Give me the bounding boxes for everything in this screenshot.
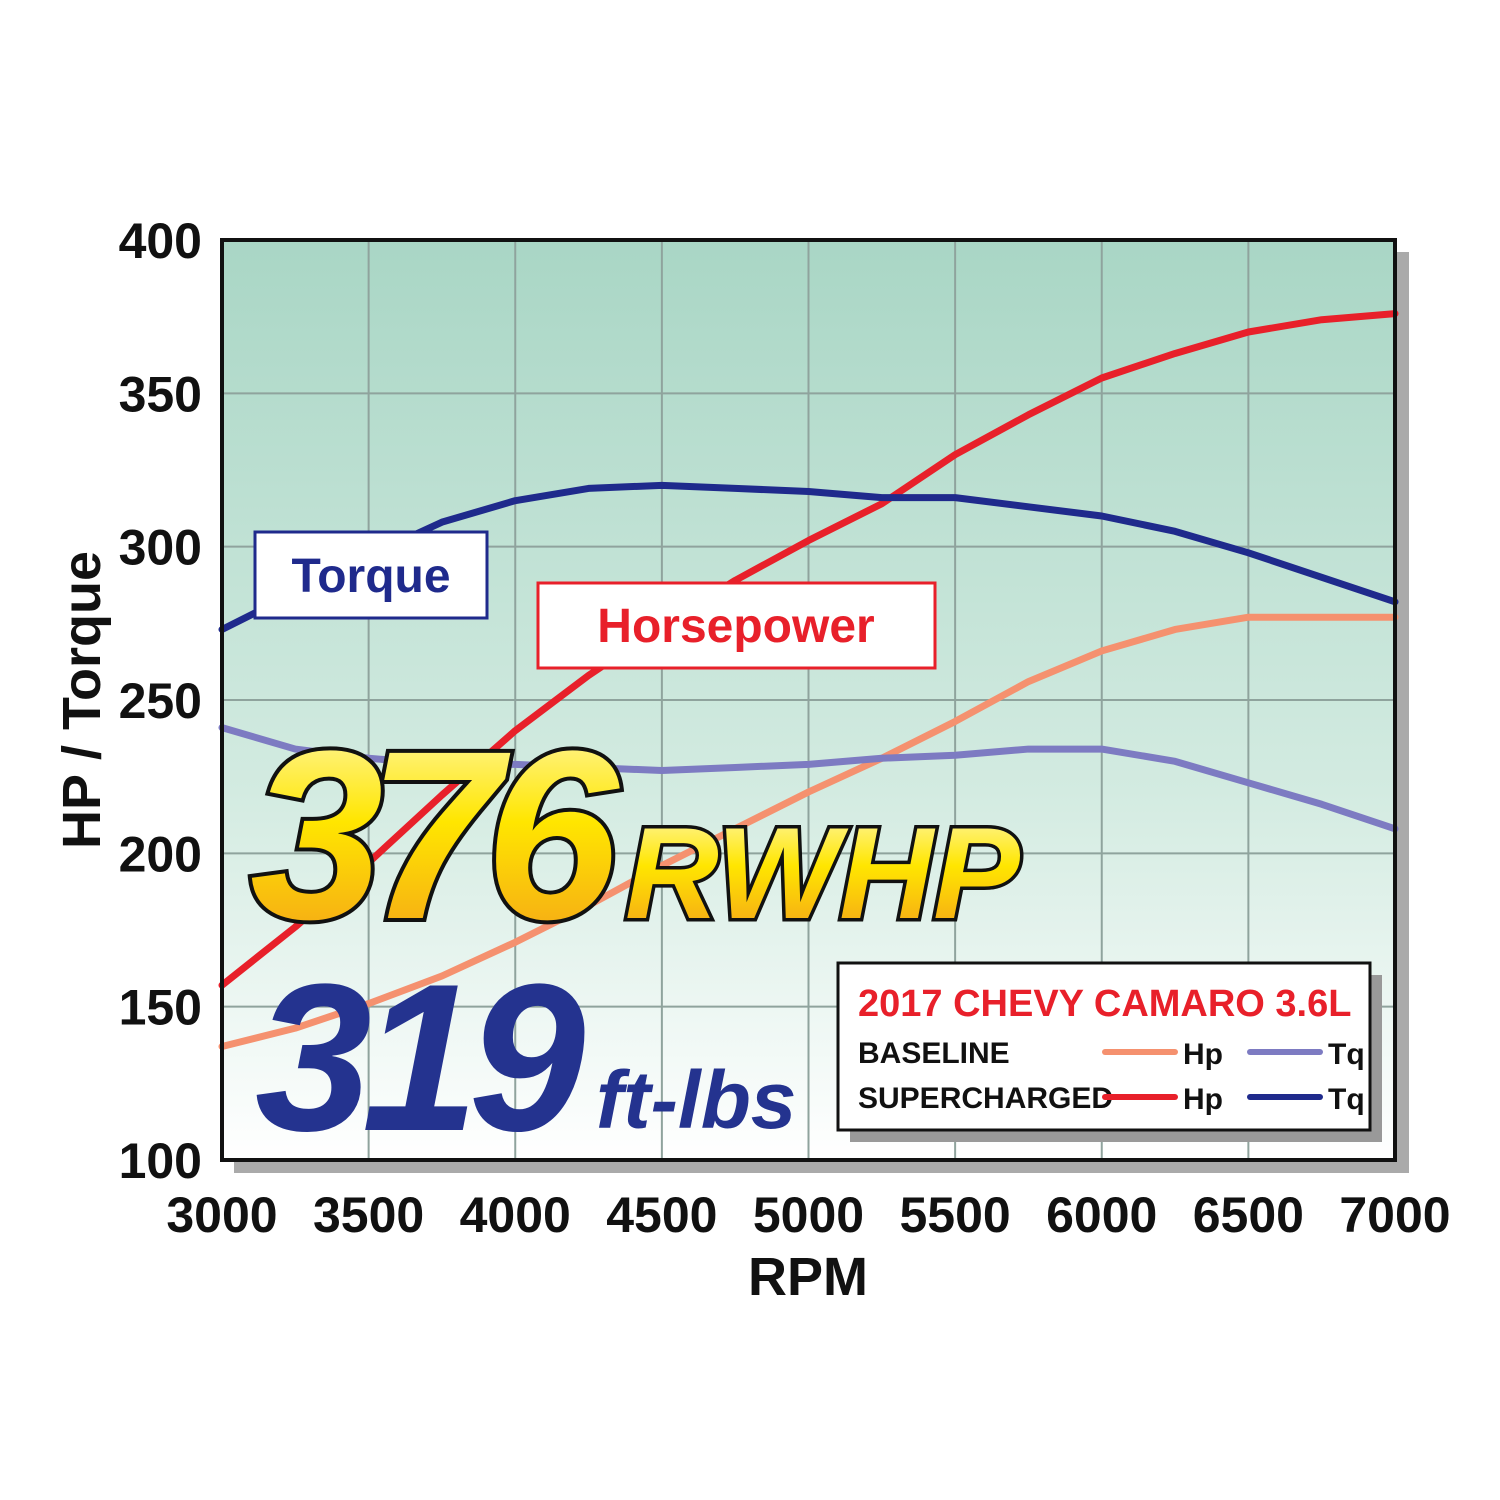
legend-label: Tq [1328,1038,1365,1071]
x-tick-label: 4500 [606,1187,717,1243]
legend-group: BASELINE [858,1037,1010,1070]
y-tick-label: 350 [119,366,202,422]
y-tick-label: 150 [119,980,202,1036]
series-line [218,724,1399,833]
peak-hp: 376 [250,701,620,969]
legend [836,961,1372,1132]
x-axis-label: RPM [748,1247,868,1307]
legend-group: SUPERCHARGED [858,1082,1113,1115]
plot-frame [220,238,1397,1162]
x-tick-label: 5000 [753,1187,864,1243]
legend-title: 2017 CHEVY CAMARO 3.6L [858,983,1351,1025]
y-axis-label: HP / Torque [52,551,112,849]
y-tick-label: 250 [119,673,202,729]
y-tick-label: 100 [119,1133,202,1189]
torque-box [253,530,489,620]
y-tick-label: 300 [119,520,202,576]
peak-tq-unit: ft-lbs [596,1055,796,1146]
legend-label: Hp [1183,1083,1223,1116]
series-line [218,613,1399,1051]
x-tick-label: 4000 [460,1187,571,1243]
x-tick-label: 6500 [1193,1187,1304,1243]
hp-box [536,581,937,670]
legend-label: Hp [1183,1038,1223,1071]
x-tick-label: 3000 [166,1187,277,1243]
peak-tq: 319 [255,940,585,1175]
y-tick-label: 200 [119,826,202,882]
x-tick-label: 3500 [313,1187,424,1243]
torque-label: Torque [291,550,450,603]
x-tick-label: 5500 [900,1187,1011,1243]
hp-label: Horsepower [597,600,874,653]
series-line [218,310,1399,989]
y-tick-label: 400 [119,213,202,269]
legend-label: Tq [1328,1083,1365,1116]
peak-hp-unit: RWHP [625,800,1020,946]
x-tick-label: 6000 [1046,1187,1157,1243]
x-tick-label: 7000 [1339,1187,1450,1243]
